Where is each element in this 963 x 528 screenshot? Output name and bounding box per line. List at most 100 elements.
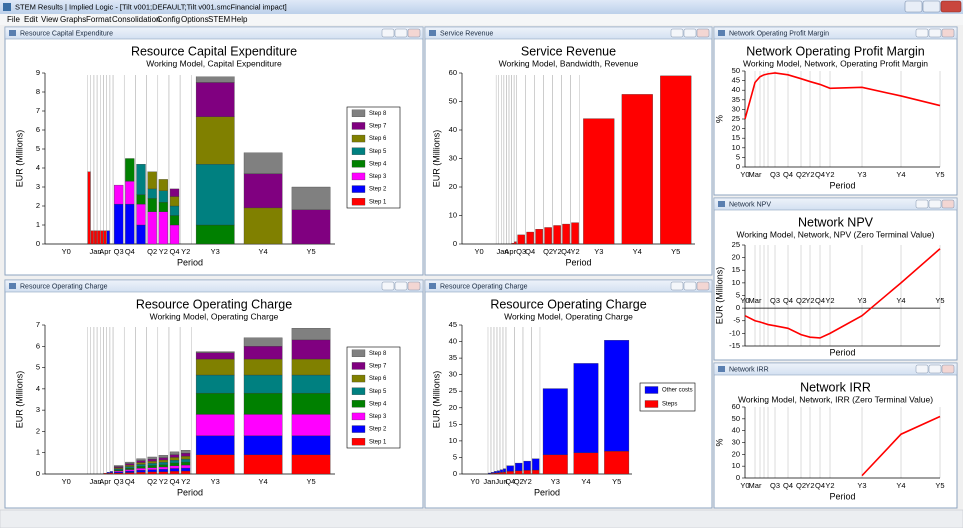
x-tick-label: Y3 <box>211 247 220 256</box>
bar <box>291 186 331 210</box>
bar <box>158 466 168 470</box>
y-tick-label: 45 <box>732 76 740 85</box>
panel-maximize[interactable] <box>928 28 942 38</box>
bar <box>147 463 157 466</box>
panel-close[interactable] <box>941 199 955 209</box>
bar <box>169 471 180 475</box>
chart-subtitle: Working Model, Operating Charge <box>504 311 633 321</box>
bar <box>291 328 331 341</box>
panel-maximize[interactable] <box>394 281 408 291</box>
bar <box>169 468 180 472</box>
bar <box>291 339 331 360</box>
panel-maximize[interactable] <box>394 28 408 38</box>
chart-subtitle: Working Model, Bandwidth, Revenue <box>499 58 639 68</box>
panel-maximize[interactable] <box>928 364 942 374</box>
x-axis-label: Period <box>829 491 855 501</box>
bar <box>103 472 107 475</box>
close-button[interactable] <box>940 0 962 13</box>
legend-swatch <box>351 198 366 206</box>
x-tick-label: Q2 <box>796 170 806 179</box>
panel-minimize[interactable] <box>670 28 684 38</box>
bar <box>243 358 283 376</box>
panel-close[interactable] <box>941 28 955 38</box>
panel-minimize[interactable] <box>915 199 929 209</box>
chart-title: Network NPV <box>798 215 874 229</box>
panel-maximize[interactable] <box>683 28 697 38</box>
x-tick-label: Y4 <box>896 481 905 490</box>
x-tick-label: Y0 <box>740 170 749 179</box>
x-tick-label: Q4 <box>505 477 515 486</box>
bar <box>114 467 124 469</box>
bar <box>114 184 124 205</box>
menu-item[interactable]: View <box>41 15 58 24</box>
menu-item[interactable]: File <box>7 15 20 24</box>
panel-close[interactable] <box>407 28 421 38</box>
bar <box>136 468 146 471</box>
bar <box>243 454 283 475</box>
menu-item[interactable]: Format <box>86 15 112 24</box>
menu-item[interactable]: Graphs <box>60 15 86 24</box>
bar <box>243 374 283 394</box>
x-tick-label: Y2 <box>159 247 168 256</box>
panel-close[interactable] <box>696 28 710 38</box>
panel-maximize[interactable] <box>683 281 697 291</box>
bar <box>497 472 500 475</box>
y-axis-label: EUR (Millions) <box>714 267 724 325</box>
bar <box>291 358 331 376</box>
bar <box>158 459 168 463</box>
bar <box>526 231 534 245</box>
panel-minimize[interactable] <box>381 281 395 291</box>
x-tick-label: Y2 <box>825 481 834 490</box>
x-tick-label: Y0 <box>470 477 479 486</box>
x-tick-label: Q2 <box>796 481 806 490</box>
x-tick-label: Y4 <box>633 247 642 256</box>
bar <box>125 470 135 473</box>
bar <box>195 414 235 436</box>
y-tick-label: 40 <box>732 85 740 94</box>
y-tick-label: 20 <box>732 253 740 262</box>
bar <box>291 374 331 394</box>
bar <box>506 465 514 472</box>
menu-item[interactable]: Config <box>157 15 180 24</box>
panel-title: Service Revenue <box>440 30 493 37</box>
menu-item[interactable]: Help <box>231 15 248 24</box>
bar <box>100 230 104 245</box>
title-bar <box>0 0 963 14</box>
menu-item[interactable]: Consolidation <box>112 15 160 24</box>
x-tick-label: Y3 <box>857 296 866 305</box>
panel-maximize[interactable] <box>928 199 942 209</box>
bar <box>503 471 506 475</box>
menu-item[interactable]: STEM <box>208 15 231 24</box>
menu-item[interactable]: Edit <box>24 15 39 24</box>
bar <box>195 352 235 360</box>
bar <box>181 470 191 475</box>
chart-title: Network Operating Profit Margin <box>746 44 925 58</box>
panel-close[interactable] <box>696 281 710 291</box>
x-tick-label: Y2 <box>181 247 190 256</box>
bar <box>571 222 579 245</box>
panel-minimize[interactable] <box>915 28 929 38</box>
minimize-button[interactable] <box>904 0 923 13</box>
panel-title: Resource Operating Charge <box>440 283 528 290</box>
bar <box>181 464 191 469</box>
panel-close[interactable] <box>407 281 421 291</box>
bar <box>500 472 503 475</box>
panel-minimize[interactable] <box>670 281 684 291</box>
maximize-button[interactable] <box>922 0 941 13</box>
panel-minimize[interactable] <box>381 28 395 38</box>
legend-swatch <box>351 374 366 383</box>
bar <box>515 470 523 475</box>
panel-close[interactable] <box>941 364 955 374</box>
panel-minimize[interactable] <box>915 364 929 374</box>
x-tick-label: Q2 <box>796 296 806 305</box>
bar <box>136 466 146 469</box>
menu-item[interactable]: Options <box>181 15 209 24</box>
y-tick-label: 15 <box>449 419 457 428</box>
bar <box>147 461 157 464</box>
x-tick-label: Jan <box>89 477 101 486</box>
panel-header <box>713 197 958 211</box>
x-tick-label: Mar <box>749 481 762 490</box>
bar <box>169 454 180 458</box>
bar <box>562 223 570 245</box>
bar <box>291 392 331 415</box>
